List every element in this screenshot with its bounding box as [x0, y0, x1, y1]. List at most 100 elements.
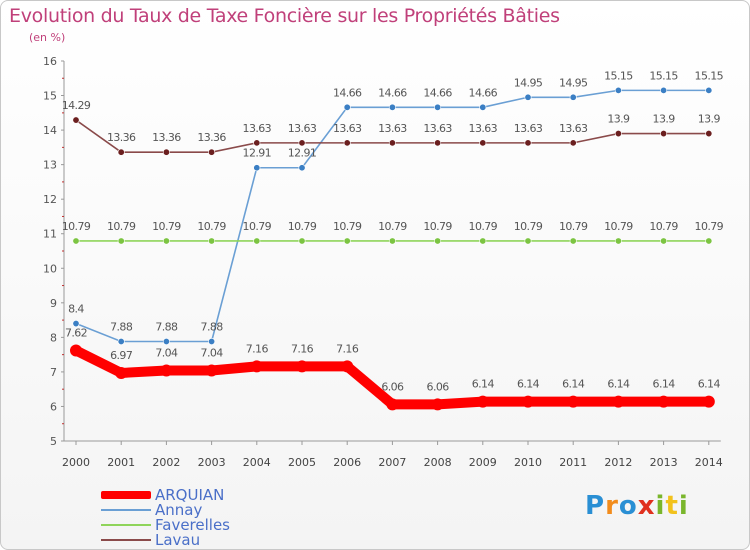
data-point	[705, 86, 713, 94]
y-tick-label: 8	[50, 331, 57, 344]
y-tick-label: 14	[43, 124, 57, 137]
data-point	[479, 139, 487, 147]
data-label: 7.88	[155, 321, 178, 334]
data-point	[208, 148, 216, 156]
x-tick-label: 2004	[243, 456, 271, 469]
data-point	[388, 237, 396, 245]
data-label: 7.16	[336, 342, 359, 355]
y-tick-label: 10	[43, 262, 57, 275]
data-point	[162, 148, 170, 156]
data-point	[569, 237, 577, 245]
legend-swatch	[101, 491, 151, 499]
legend-label: ARQUIAN	[155, 486, 225, 504]
data-label: 13.63	[469, 122, 498, 135]
data-point	[660, 130, 668, 138]
legend-item-arquian: ARQUIAN	[101, 487, 224, 503]
data-label: 10.79	[197, 220, 226, 233]
data-point	[660, 237, 668, 245]
logo-letter: i	[678, 491, 689, 521]
data-label: 6.06	[381, 380, 404, 393]
data-label: 7.04	[201, 347, 224, 360]
data-point	[614, 130, 622, 138]
data-label: 7.88	[110, 321, 133, 334]
data-label: 13.63	[514, 122, 543, 135]
data-label: 14.66	[333, 86, 362, 99]
x-tick-label: 2012	[604, 456, 632, 469]
data-point	[434, 139, 442, 147]
data-point	[162, 237, 170, 245]
y-tick-label: 13	[43, 159, 57, 172]
legend-swatch	[101, 539, 151, 541]
data-point	[660, 86, 668, 94]
logo-letter: t	[665, 491, 679, 521]
x-tick-label: 2011	[559, 456, 587, 469]
data-point	[115, 366, 128, 379]
data-point	[117, 338, 125, 346]
data-point	[524, 93, 532, 101]
data-label: 10.79	[469, 220, 498, 233]
data-label: 10.79	[649, 220, 678, 233]
data-point	[524, 139, 532, 147]
data-label: 6.14	[472, 378, 495, 391]
data-label: 7.16	[291, 342, 314, 355]
data-point	[479, 103, 487, 111]
legend-item-annay: Annay	[101, 502, 202, 518]
data-point	[614, 86, 622, 94]
data-label: 13.63	[243, 122, 272, 135]
y-tick-label: 16	[43, 55, 57, 68]
data-label: 10.79	[107, 220, 136, 233]
data-label: 6.14	[517, 378, 540, 391]
data-label: 6.14	[562, 378, 585, 391]
data-point	[298, 139, 306, 147]
data-point	[253, 164, 261, 172]
x-tick-label: 2000	[62, 456, 90, 469]
legend-label: Faverelles	[155, 516, 230, 534]
logo-letter: i	[655, 491, 666, 521]
x-tick-label: 2009	[469, 456, 497, 469]
data-point	[298, 164, 306, 172]
data-point	[160, 364, 173, 377]
legend-item-lavau: Lavau	[101, 532, 200, 548]
data-point	[569, 93, 577, 101]
data-point	[524, 237, 532, 245]
y-tick-label: 12	[43, 193, 57, 206]
data-point	[702, 395, 715, 408]
y-tick-label: 7	[50, 366, 57, 379]
data-label: 14.66	[378, 86, 407, 99]
y-tick-label: 15	[43, 90, 57, 103]
x-tick-label: 2007	[378, 456, 406, 469]
data-point	[431, 398, 444, 411]
data-label: 14.29	[62, 99, 91, 112]
data-label: 6.14	[653, 378, 676, 391]
data-label: 10.79	[695, 220, 724, 233]
data-label: 6.97	[110, 349, 133, 362]
data-label: 12.91	[288, 147, 317, 160]
x-tick-label: 2010	[514, 456, 542, 469]
data-point	[434, 237, 442, 245]
data-label: 10.79	[423, 220, 452, 233]
data-label: 13.63	[423, 122, 452, 135]
data-point	[298, 237, 306, 245]
data-point	[434, 103, 442, 111]
data-label: 13.9	[653, 113, 676, 126]
data-point	[208, 338, 216, 346]
x-tick-label: 2008	[424, 456, 452, 469]
data-label: 6.14	[698, 378, 721, 391]
logo-letter: o	[618, 491, 638, 521]
chart-title: Evolution du Taux de Taxe Foncière sur l…	[9, 5, 560, 27]
data-point	[343, 139, 351, 147]
data-label: 12.91	[243, 147, 272, 160]
data-label: 10.79	[604, 220, 633, 233]
data-label: 10.79	[514, 220, 543, 233]
data-point	[567, 395, 580, 408]
x-tick-label: 2005	[288, 456, 316, 469]
data-point	[614, 237, 622, 245]
legend-swatch	[101, 509, 151, 511]
data-label: 15.15	[649, 69, 678, 82]
x-tick-label: 2014	[695, 456, 723, 469]
data-point	[72, 320, 80, 328]
data-point	[70, 344, 82, 357]
data-point	[343, 103, 351, 111]
